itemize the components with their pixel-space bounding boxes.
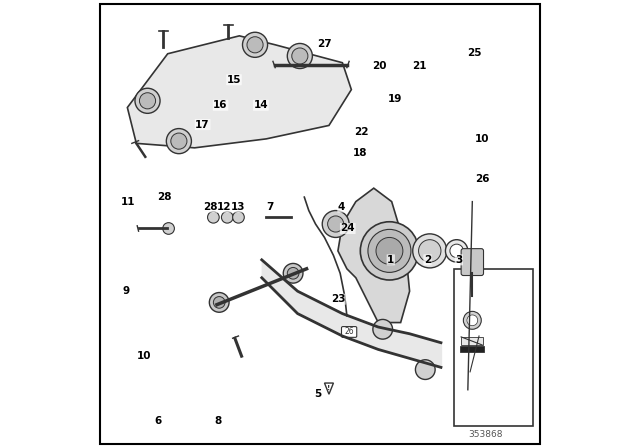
Text: 13: 13 xyxy=(231,202,246,212)
Circle shape xyxy=(368,229,411,272)
Circle shape xyxy=(163,223,175,234)
Text: 14: 14 xyxy=(253,100,268,110)
Text: 26: 26 xyxy=(344,327,354,336)
Text: 353868: 353868 xyxy=(468,430,503,439)
Bar xyxy=(454,269,533,426)
Circle shape xyxy=(450,244,463,258)
Text: 18: 18 xyxy=(353,148,367,158)
Circle shape xyxy=(467,315,477,326)
Text: 12: 12 xyxy=(216,202,231,212)
Circle shape xyxy=(209,293,229,312)
Text: 28: 28 xyxy=(157,192,172,202)
Circle shape xyxy=(463,311,481,329)
Text: 9: 9 xyxy=(123,286,130,296)
Text: 25: 25 xyxy=(467,48,482,58)
Text: 4: 4 xyxy=(338,202,345,212)
Text: 10: 10 xyxy=(137,351,152,361)
Text: 7: 7 xyxy=(266,202,273,212)
Text: 16: 16 xyxy=(213,100,228,110)
Circle shape xyxy=(207,211,220,223)
Circle shape xyxy=(373,319,392,339)
Polygon shape xyxy=(324,383,333,394)
Circle shape xyxy=(284,263,303,283)
Circle shape xyxy=(376,237,403,264)
Circle shape xyxy=(419,240,441,262)
Text: 1: 1 xyxy=(387,255,394,265)
Text: 27: 27 xyxy=(317,39,332,49)
Polygon shape xyxy=(338,188,410,323)
Circle shape xyxy=(360,222,419,280)
Text: !: ! xyxy=(327,385,331,392)
Circle shape xyxy=(328,216,344,232)
Text: 17: 17 xyxy=(195,120,210,129)
Text: 26: 26 xyxy=(475,174,490,184)
Circle shape xyxy=(135,88,160,113)
Circle shape xyxy=(445,240,468,262)
Circle shape xyxy=(221,211,233,223)
Circle shape xyxy=(287,43,312,69)
Circle shape xyxy=(213,297,225,308)
Text: 6: 6 xyxy=(154,416,161,426)
Circle shape xyxy=(171,133,187,149)
Text: 10: 10 xyxy=(475,134,490,144)
Text: 21: 21 xyxy=(412,61,427,71)
Bar xyxy=(460,346,484,352)
Text: 23: 23 xyxy=(331,294,345,304)
Circle shape xyxy=(243,32,268,57)
Circle shape xyxy=(247,37,263,53)
Circle shape xyxy=(292,48,308,64)
Circle shape xyxy=(323,211,349,237)
FancyBboxPatch shape xyxy=(342,327,356,337)
FancyBboxPatch shape xyxy=(461,249,484,276)
Text: 19: 19 xyxy=(388,94,403,103)
Polygon shape xyxy=(127,36,351,148)
Text: 5: 5 xyxy=(314,389,321,399)
Circle shape xyxy=(415,360,435,379)
Circle shape xyxy=(233,211,244,223)
Text: 28: 28 xyxy=(203,202,218,212)
Text: 11: 11 xyxy=(121,198,136,207)
Bar xyxy=(461,337,483,345)
Text: 2: 2 xyxy=(424,255,431,265)
Text: 20: 20 xyxy=(372,61,387,71)
Circle shape xyxy=(287,267,299,279)
Circle shape xyxy=(166,129,191,154)
Text: 3: 3 xyxy=(455,255,463,265)
Text: 24: 24 xyxy=(340,224,355,233)
Circle shape xyxy=(140,93,156,109)
Text: 22: 22 xyxy=(354,127,369,137)
Text: 8: 8 xyxy=(214,416,221,426)
Text: 15: 15 xyxy=(227,75,241,85)
Circle shape xyxy=(413,234,447,268)
